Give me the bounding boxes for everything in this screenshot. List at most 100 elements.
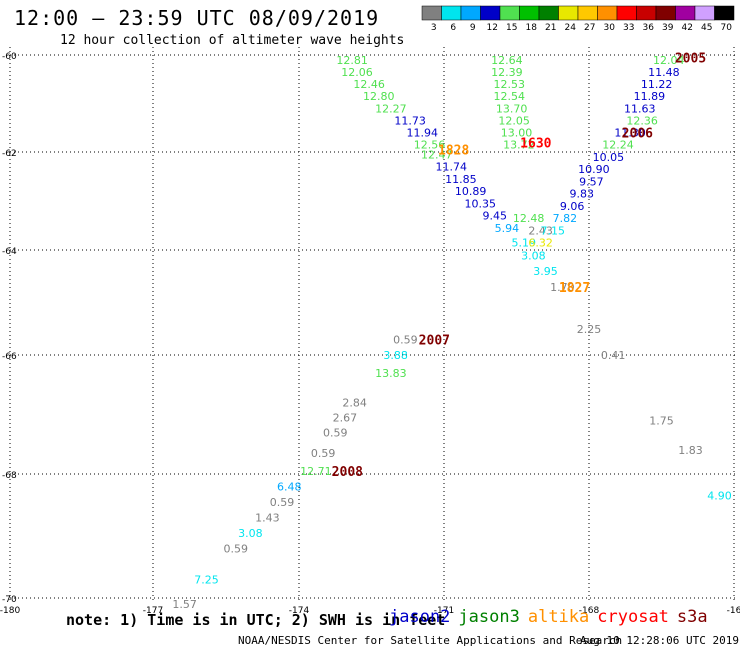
wave-height-label: 12.24 xyxy=(602,139,634,152)
colorbar-label: 12 xyxy=(486,23,497,33)
colorbar-swatch xyxy=(441,5,462,21)
wave-height-label: 10.05 xyxy=(593,151,625,164)
wave-height-label: 3.88 xyxy=(383,349,408,362)
colorbar-label: 3 xyxy=(431,23,437,33)
axis-ticks: -180 -177 -174 -171 -168 -16 -60 -62 -64 -66 -68 -7… xyxy=(0,52,740,616)
colorbar-label: 45 xyxy=(701,23,712,33)
satellite-legend-altika: altika xyxy=(527,607,590,627)
wave-height-label: 7.82 xyxy=(553,212,578,225)
colorbar-label: 42 xyxy=(681,23,692,33)
wave-height-label: 12.54 xyxy=(494,90,526,103)
pass-time-label: 2007 xyxy=(419,333,450,348)
wave-height-label: 11.89 xyxy=(634,90,666,103)
lon-tick-label: -168 xyxy=(579,606,600,616)
wave-height-label: 5.19 xyxy=(512,237,537,250)
wave-height-label: 5.94 xyxy=(495,222,520,235)
wave-height-label: 11.73 xyxy=(394,114,426,127)
colorbar-swatch xyxy=(480,5,501,21)
wave-height-label: 1.70 xyxy=(550,281,575,294)
wave-height-label: 7.25 xyxy=(194,573,219,586)
colorbar-swatch xyxy=(597,5,618,21)
pass-time-label: 2008 xyxy=(332,465,363,480)
lat-tick-label: -60 xyxy=(2,52,17,62)
colorbar-label: 6 xyxy=(450,23,456,33)
map-subtitle: 12 hour collection of altimeter wave hei… xyxy=(60,33,405,48)
credit-line: NOAA/NESDIS Center for Satellite Applica… xyxy=(238,634,623,647)
pass-time-label: 1828 xyxy=(438,144,469,159)
wave-height-label: 9.06 xyxy=(560,200,585,213)
colorbar-swatch xyxy=(460,5,481,21)
lat-lon-grid xyxy=(9,47,738,600)
lat-tick-label: -62 xyxy=(2,149,17,159)
wave-height-label: 0.59 xyxy=(270,496,295,509)
pass-times: 2005 2006 1828 1630 1827 2007 2008 xyxy=(332,51,706,480)
lon-tick-label: -174 xyxy=(289,606,310,616)
wave-height-label: 12.04 xyxy=(653,54,685,67)
wave-height-label: 12.53 xyxy=(494,78,526,91)
wave-height-label: 6.32 xyxy=(528,237,553,250)
colorbar-label: 15 xyxy=(506,23,517,33)
wave-height-label: 1.43 xyxy=(255,511,280,524)
wave-height-label: 6.48 xyxy=(277,480,302,493)
lat-tick-label: -66 xyxy=(2,352,17,362)
wave-height-label: 12.05 xyxy=(498,114,530,127)
wave-height-label: 0.41 xyxy=(601,349,626,362)
colorbar-label: 21 xyxy=(545,23,556,33)
colorbar-swatch xyxy=(636,5,657,21)
wave-height-label: 1.83 xyxy=(678,444,703,457)
satellite-legend-jason3: jason3 xyxy=(458,607,520,627)
satellite-legend-jason2: jason2 xyxy=(389,607,451,627)
wave-height-label: 2.67 xyxy=(333,411,358,424)
footer-note: note: 1) Time is in UTC; 2) SWH is in fe… xyxy=(66,611,446,629)
colorbar-swatch xyxy=(519,5,540,21)
wave-height-label: 7.15 xyxy=(541,224,566,237)
wave-height-label: 2.43 xyxy=(528,224,553,237)
colorbar-label: 9 xyxy=(470,23,476,33)
wave-height-label: 12.81 xyxy=(336,54,368,67)
wave-height-label: 12.80 xyxy=(363,90,395,103)
wave-height-label: 0.59 xyxy=(393,333,418,346)
lon-tick-label: -177 xyxy=(143,606,163,616)
wave-height-label: 12.46 xyxy=(353,78,385,91)
wave-height-label: 12.27 xyxy=(375,102,407,115)
pass-time-label: 2005 xyxy=(675,51,706,66)
wave-height-label: 9.57 xyxy=(579,175,604,188)
wave-height-label: 2.25 xyxy=(577,323,602,336)
lat-tick-label: -70 xyxy=(2,595,17,605)
colorbar-label: 30 xyxy=(603,23,615,33)
wave-height-label: 12.64 xyxy=(491,54,523,67)
wave-height-label: 12.56 xyxy=(414,139,446,152)
wave-height-label: 11.85 xyxy=(445,173,477,186)
colorbar-swatch xyxy=(675,5,696,21)
pass-time-label: 2006 xyxy=(622,127,653,142)
wave-height-label: 3.08 xyxy=(238,527,263,540)
wave-height-label: 1.75 xyxy=(649,414,674,427)
colorbar-swatch xyxy=(538,5,559,21)
wave-height-label: 10.35 xyxy=(465,197,497,210)
lon-tick-label: -171 xyxy=(434,606,454,616)
wave-height-label: 12.36 xyxy=(626,114,658,127)
colorbar-swatch xyxy=(694,5,715,21)
colorbar-swatch xyxy=(616,5,637,21)
colorbar-swatch xyxy=(714,5,735,21)
wave-height-label: 12.71 xyxy=(300,465,332,478)
lon-tick-label: -16 xyxy=(727,606,740,616)
wave-height-label: 13.72 xyxy=(503,139,535,152)
wave-height-label: 11.48 xyxy=(648,66,680,79)
colorbar-swatch xyxy=(558,5,579,21)
wave-height-label: 11.74 xyxy=(436,161,468,174)
wave-height-label: 3.08 xyxy=(521,249,546,262)
colorbar-label: 39 xyxy=(662,23,674,33)
colorbar-label: 36 xyxy=(642,23,654,33)
wave-height-label: 11.30 xyxy=(614,127,646,140)
wave-height-label: 12.06 xyxy=(341,66,373,79)
pass-time-label: 1630 xyxy=(520,136,551,151)
wave-height-label: 12.47 xyxy=(421,148,453,161)
lon-tick-label: -180 xyxy=(0,606,20,616)
colorbar-swatch xyxy=(421,5,442,21)
wave-height-label: 2.84 xyxy=(342,397,367,410)
observations: 12.8112.0612.4612.8012.2711.7311.9412.56… xyxy=(172,54,731,611)
wave-height-label: 0.59 xyxy=(323,426,348,439)
